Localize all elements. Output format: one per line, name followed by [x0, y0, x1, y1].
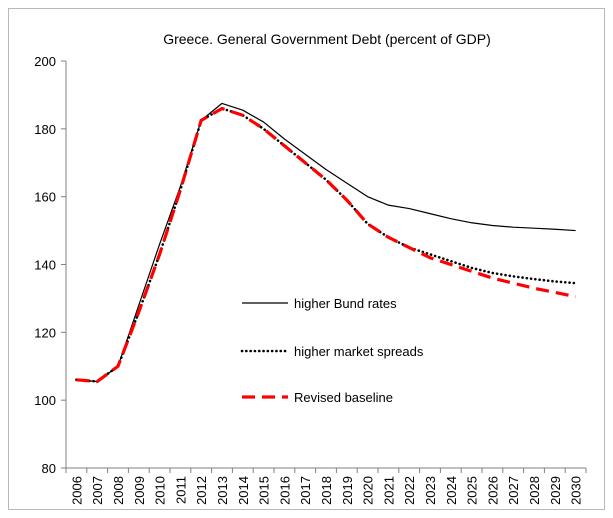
series-line-0 — [76, 103, 575, 381]
series-line-1 — [76, 108, 575, 381]
x-tick-label: 2023 — [423, 476, 438, 505]
y-tick-label: 160 — [34, 190, 56, 205]
y-tick-label: 200 — [34, 54, 56, 69]
x-tick-label: 2024 — [444, 476, 459, 505]
y-tick-label: 140 — [34, 258, 56, 273]
y-tick-label: 180 — [34, 122, 56, 137]
series-layer — [76, 103, 575, 381]
x-tick-label: 2016 — [277, 476, 292, 505]
x-tick-label: 2028 — [527, 476, 542, 505]
x-tick-label: 2009 — [132, 476, 147, 505]
x-tick-label: 2017 — [298, 476, 313, 505]
y-tick-label: 100 — [34, 393, 56, 408]
y-tick-label: 80 — [42, 461, 56, 476]
x-tick-label: 2018 — [319, 476, 334, 505]
legend-label-2: Revised baseline — [294, 390, 393, 405]
x-tick-label: 2007 — [90, 476, 105, 505]
x-tick-label: 2025 — [465, 476, 480, 505]
x-tick-label: 2029 — [548, 476, 563, 505]
y-tick-label: 120 — [34, 325, 56, 340]
x-tick-label: 2006 — [69, 476, 84, 505]
x-tick-label: 2013 — [215, 476, 230, 505]
x-tick-label: 2008 — [111, 476, 126, 505]
x-tick-label: 2012 — [194, 476, 209, 505]
x-tick-label: 2021 — [381, 476, 396, 505]
x-tick-label: 2022 — [402, 476, 417, 505]
legend-label-0: higher Bund rates — [294, 296, 397, 311]
legend-label-1: higher market spreads — [294, 344, 424, 359]
x-tick-label: 2026 — [485, 476, 500, 505]
legend: higher Bund rates higher market spreads Re… — [242, 296, 424, 405]
x-tick-label: 2020 — [361, 476, 376, 505]
x-tick-label: 2010 — [153, 476, 168, 505]
series-line-2 — [76, 108, 575, 381]
x-tick-label: 2015 — [257, 476, 272, 505]
x-tick-label: 2011 — [173, 476, 188, 504]
x-tick-label: 2014 — [236, 476, 251, 505]
chart-title: Greece. General Government Debt (percent… — [163, 31, 491, 47]
x-tick-label: 2019 — [340, 476, 355, 505]
x-tick-label: 2027 — [506, 476, 521, 505]
x-tick-label: 2030 — [569, 476, 584, 505]
